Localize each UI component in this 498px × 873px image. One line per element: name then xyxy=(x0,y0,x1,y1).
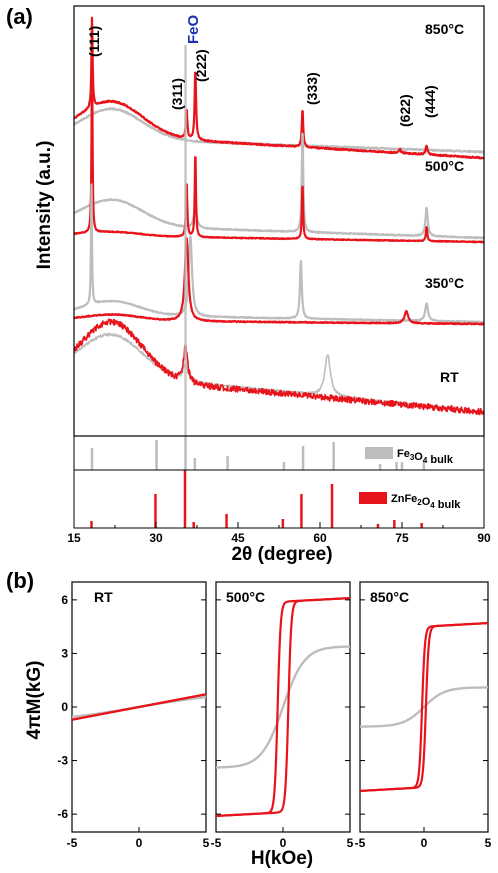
mh-xtick-label: -5 xyxy=(355,836,366,850)
xrd-curves xyxy=(73,16,485,436)
curve-350-fe3o4 xyxy=(73,183,485,324)
panel-a-xtick-label: 15 xyxy=(67,531,81,545)
panel-a-xtick-label: 45 xyxy=(231,531,245,545)
mh-panel: RT -5 0 5 6 3 0 -3 -6 xyxy=(57,581,210,850)
curve-350-film xyxy=(73,237,485,326)
mh-film-branch-down xyxy=(359,621,489,793)
panel-b-label: (b) xyxy=(6,568,34,593)
peak-label-444: (444) xyxy=(422,85,438,118)
panel-a-xaxis: 15 30 45 60 75 90 xyxy=(67,522,491,545)
mh-fe3o4-loop xyxy=(215,645,351,769)
legend-fe3o4-label: Fe3O4 bulk xyxy=(397,448,454,466)
panel-a-frame xyxy=(73,5,485,437)
mh-ytick-label: -6 xyxy=(57,807,68,821)
panel-a-label: (a) xyxy=(6,4,33,29)
mh-film-branch-down xyxy=(215,596,351,818)
temp-label-rt: RT xyxy=(440,369,459,385)
curve-rt-film xyxy=(73,318,485,416)
mh-xtick-label: -5 xyxy=(67,836,78,850)
mh-panel-title: 500°C xyxy=(226,589,265,605)
legend-znfe2o4-swatch xyxy=(359,492,387,504)
mh-xtick-label: 0 xyxy=(280,836,287,850)
peak-label-333: (333) xyxy=(304,72,320,105)
curve-850-film xyxy=(73,16,485,160)
temp-label-350: 350°C xyxy=(425,275,464,291)
mh-ytick-label: 0 xyxy=(61,700,68,714)
panel-a-xtick-label: 75 xyxy=(395,531,409,545)
legend-fe3o4-swatch xyxy=(365,447,393,459)
mh-ytick-label: -3 xyxy=(57,754,68,768)
panel-a-xtick-label: 90 xyxy=(477,531,491,545)
mh-panel-title: RT xyxy=(94,589,113,605)
curve-500-fe3o4 xyxy=(73,132,485,240)
panel-b-xlabel: H(kOe) xyxy=(251,848,313,869)
mh-fe3o4-loop xyxy=(359,686,489,728)
mh-panel-title: 850°C xyxy=(370,589,409,605)
feo-label: FeO xyxy=(185,14,202,44)
mh-xtick-label: 5 xyxy=(203,836,210,850)
temp-label-500: 500°C xyxy=(425,158,464,174)
mh-xtick-label: 5 xyxy=(485,836,492,850)
panel-a-xtick-label: 30 xyxy=(149,531,163,545)
mh-ytick-label: 3 xyxy=(61,646,68,660)
panel-b-ylabel: 4πM(kG) xyxy=(24,661,45,740)
mh-film-branch-down xyxy=(71,693,207,721)
peak-label-311: (311) xyxy=(169,78,185,110)
mh-xtick-label: -5 xyxy=(211,836,222,850)
temp-label-850: 850°C xyxy=(425,21,464,37)
peak-label-622: (622) xyxy=(397,94,413,127)
panel-a-xlabel: 2θ (degree) xyxy=(231,544,332,565)
curve-rt-fe3o4 xyxy=(73,332,485,414)
mh-ytick-label: 6 xyxy=(61,593,68,607)
mh-xtick-label: 0 xyxy=(421,836,428,850)
mh-panel: 850°C -5 0 5 xyxy=(355,581,492,850)
curve-500-film xyxy=(73,53,485,244)
peak-label-222: (222) xyxy=(193,49,209,82)
mh-panel: 500°C -5 0 5 xyxy=(211,581,354,850)
legend-znfe2o4-label: ZnFe2O4 bulk xyxy=(391,493,461,511)
peak-label-111: (111) xyxy=(86,26,102,57)
mh-loops: RT -5 0 5 6 3 0 -3 -6 500°C -5 0 5 850°C -5 0 5 xyxy=(57,581,492,850)
reference-patterns xyxy=(90,436,426,528)
mh-xtick-label: 5 xyxy=(347,836,354,850)
panel-a-xtick-label: 60 xyxy=(313,531,327,545)
mh-xtick-label: 0 xyxy=(136,836,143,850)
panel-a-ylabel: Intensity (a.u.) xyxy=(34,141,55,270)
